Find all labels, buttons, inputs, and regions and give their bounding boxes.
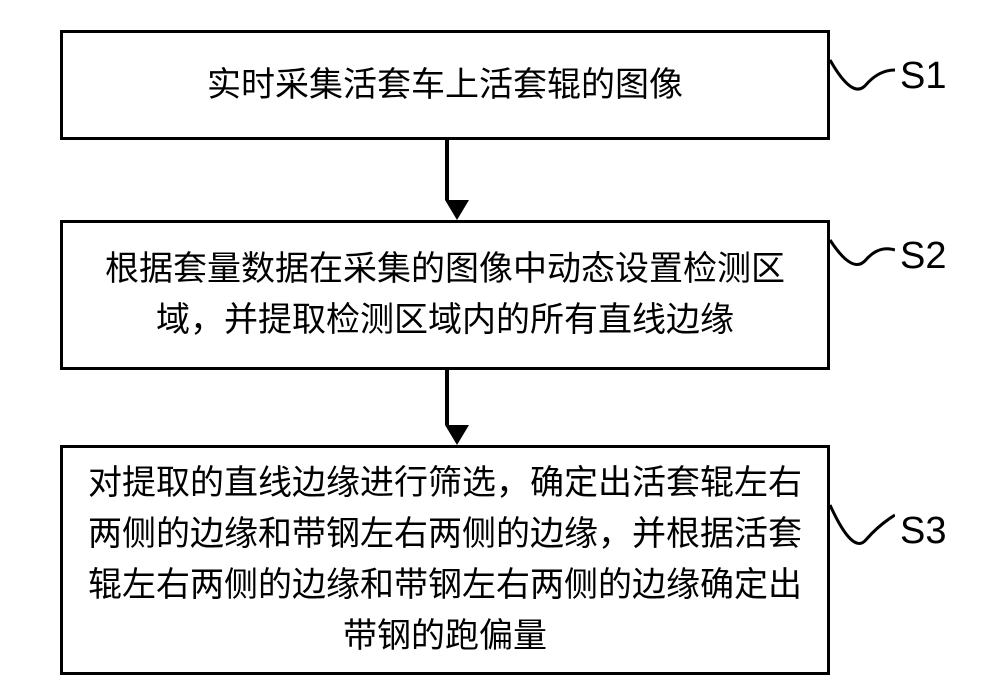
flow-node-s2: 根据套量数据在采集的图像中动态设置检测区域，并提取检测区域内的所有直线边缘 [60,220,830,370]
flow-node-text: 实时采集活套车上活套辊的图像 [207,60,683,111]
arrow-head-icon [445,200,469,220]
step-label-s2: S2 [900,235,946,278]
flow-node-s3: 对提取的直线边缘进行筛选，确定出活套辊左右两侧的边缘和带钢左右两侧的边缘，并根据… [60,445,830,675]
step-label-s1: S1 [900,55,946,98]
flow-node-s1: 实时采集活套车上活套辊的图像 [60,30,830,140]
flow-node-text: 对提取的直线边缘进行筛选，确定出活套辊左右两侧的边缘和带钢左右两侧的边缘，并根据… [83,458,807,662]
label-connector-s1 [830,50,895,120]
label-connector-s3 [830,495,895,585]
arrow-head-icon [445,425,469,445]
arrow-line [445,140,449,200]
arrow-line [445,370,449,425]
flow-node-text: 根据套量数据在采集的图像中动态设置检测区域，并提取检测区域内的所有直线边缘 [83,244,807,346]
step-label-s3: S3 [900,510,946,553]
label-connector-s2 [830,230,895,290]
